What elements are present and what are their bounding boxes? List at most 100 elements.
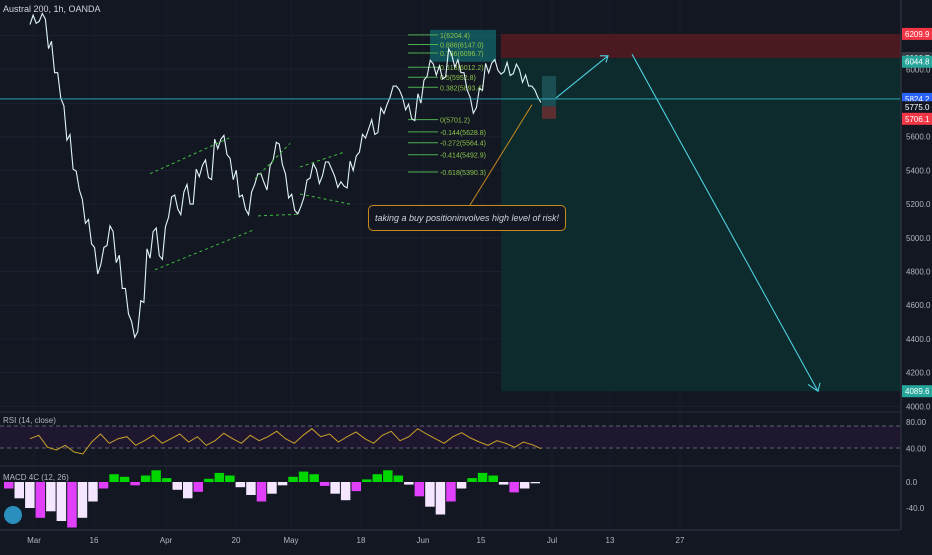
x-tick-label: Apr (160, 536, 173, 545)
macd-bar (235, 482, 246, 488)
fib-label: -0.414(5492.9) (440, 153, 486, 160)
tradingview-logo-icon[interactable] (4, 506, 22, 524)
y-tick-label: 5600.0 (906, 133, 931, 142)
macd-bar (88, 482, 98, 502)
y-tick-label: 4000.0 (906, 402, 931, 411)
macd-bar (225, 475, 235, 482)
macd-bar (77, 482, 88, 518)
y-tick-label: 4400.0 (906, 335, 931, 344)
x-tick-label: 16 (90, 536, 99, 545)
x-tick-label: May (283, 536, 298, 545)
macd-bar (35, 482, 46, 518)
drawings[interactable] (0, 53, 900, 393)
macd-bar (509, 482, 519, 493)
channel-line (257, 213, 301, 217)
macd-bar (530, 482, 540, 484)
x-tick-label: 18 (357, 536, 366, 545)
macd-bar (298, 471, 309, 482)
fib-label: 1(6204.4) (440, 33, 470, 40)
macd-bar (214, 472, 225, 482)
x-tick-label: 20 (232, 536, 241, 545)
price-tag-box (902, 112, 932, 125)
price-series (29, 12, 542, 340)
rsi-tick: 80.00 (906, 418, 927, 427)
price-tag-label: 6044.8 (905, 58, 930, 67)
forecast-arrow-up (555, 55, 609, 99)
arrow-head-down (807, 382, 821, 393)
x-tick-label: 13 (606, 536, 615, 545)
macd-label[interactable]: MACD 4C (12, 26) (3, 473, 69, 482)
macd-bar (288, 476, 298, 482)
price-tag-box (902, 27, 932, 40)
fib-label: 0.618(6012.2) (440, 65, 484, 72)
macd-bar (161, 478, 172, 482)
symbol-label[interactable]: Austral 200, 1h, OANDA (3, 4, 101, 14)
fib-retracement[interactable]: 1(6204.4) 0.886(6147.0)0.786(6096.7) 0.618… (408, 33, 486, 177)
fib-label: -0.144(5628.8) (440, 130, 486, 137)
callout-pointer (469, 104, 533, 206)
macd-bar (119, 476, 130, 482)
macd-bar (183, 482, 193, 499)
fib-label: 0(5701.2) (440, 118, 470, 125)
macd-bar (393, 475, 404, 482)
x-tick-label: Jun (417, 536, 430, 545)
y-tick-label: 5000.0 (906, 234, 931, 243)
macd-bar (256, 482, 267, 502)
macd-bar (14, 482, 24, 499)
rsi-line (29, 428, 542, 455)
macd-bar (109, 474, 119, 482)
macd-bar (414, 482, 425, 497)
macd-bar (383, 470, 393, 482)
channel-line (149, 136, 233, 175)
macd-bar (488, 475, 498, 482)
entry-position-box (542, 76, 556, 107)
macd-bar (151, 470, 161, 482)
macd-bar (309, 474, 319, 482)
macd-bar (477, 472, 488, 482)
macd-bar (46, 482, 56, 512)
rsi-band (0, 426, 900, 448)
y-tick-label: 4800.0 (906, 268, 931, 277)
macd-bar (193, 482, 203, 492)
price-tag-label: 6209.9 (905, 30, 930, 39)
macd-bar (467, 478, 477, 482)
macd-bar (98, 482, 109, 489)
fib-label: 0.382(5893.4) (440, 85, 484, 92)
macd-bar (25, 482, 35, 508)
macd-bar (404, 482, 414, 485)
macd-pane: 0.0 -40.0 (0, 465, 925, 528)
macd-bar (446, 482, 456, 502)
macd-bar (351, 482, 361, 492)
macd-bar (435, 482, 446, 515)
price-tag-label: 5775.0 (905, 103, 930, 112)
time-axis[interactable]: Mar 16 Apr 20 May 18 Jun 15 Jul 13 27 (0, 529, 900, 545)
annotation-callout[interactable]: taking a buy positioninvolves high level… (368, 205, 566, 231)
channel-line (299, 151, 346, 168)
fib-label: -0.618(5390.3) (440, 170, 486, 177)
macd-bar (130, 482, 140, 486)
rsi-label[interactable]: RSI (14, close) (3, 416, 56, 425)
price-tag-label: 5824.2 (905, 95, 930, 104)
macd-bar (456, 482, 467, 489)
y-tick-label: 5400.0 (906, 166, 931, 175)
forecast-arrow-down (631, 53, 819, 392)
x-tick-label: Mar (27, 536, 41, 545)
rsi-tick: 40.00 (906, 445, 927, 454)
macd-tick: 0.0 (906, 478, 918, 487)
fib-label: -0.272(5564.4) (440, 141, 486, 148)
fib-label: 0.886(6147.0) (440, 43, 484, 50)
fib-label: 0.5(5952.8) (440, 75, 476, 82)
macd-bar (4, 482, 14, 489)
price-tag-box (902, 101, 932, 114)
price-tags: 6209.96066.76044.85824.25775.05706.14089… (902, 27, 932, 398)
x-tick-label: 15 (477, 536, 486, 545)
price-tag-label: 4089.6 (905, 387, 930, 396)
y-tick-label: 6000.0 (906, 65, 931, 74)
macd-bar (340, 482, 351, 501)
highlight-box (430, 29, 496, 62)
macd-bar (246, 482, 256, 495)
y-tick-label: 5200.0 (906, 200, 931, 209)
entry-risk-box (542, 106, 556, 119)
